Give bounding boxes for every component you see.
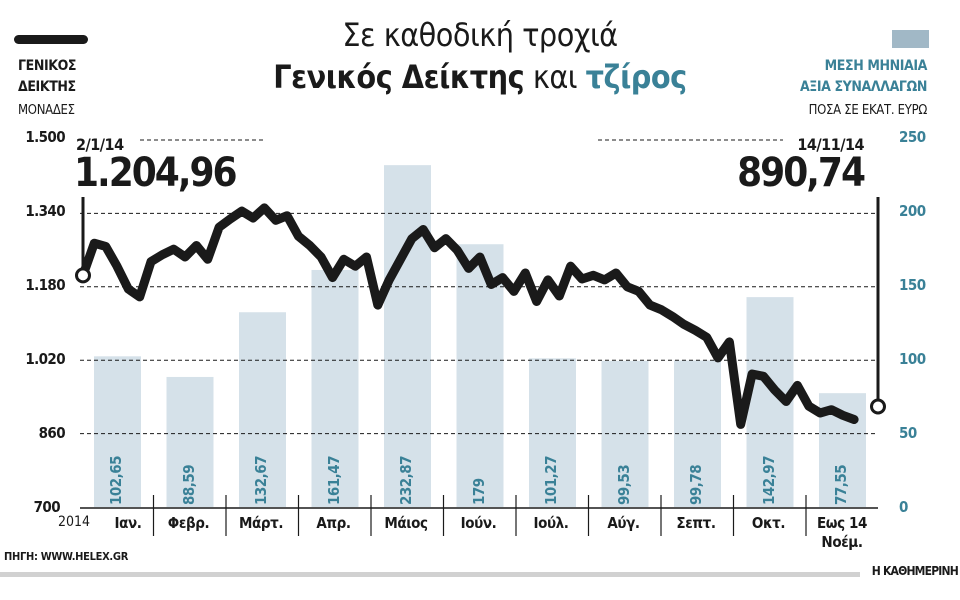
- month-label: Φεβρ.: [167, 514, 210, 532]
- source-note: ΠΗΓΗ: WWW.HELEX.GR: [4, 550, 129, 563]
- right-legend-line1: ΜΕΣΗ ΜΗΝΙΑΙΑ: [824, 58, 928, 74]
- month-label: Μάρτ.: [238, 514, 284, 532]
- ytick-right-3: 150: [899, 276, 926, 294]
- bar-value-label: 132,67: [252, 455, 270, 505]
- ytick-left-2: 1.020: [25, 350, 65, 368]
- bar-series: [94, 165, 866, 507]
- start-date: 2/1/14: [76, 135, 124, 154]
- publisher-brand: Η ΚΑΘΗΜΕΡΙΝΗ: [871, 564, 959, 578]
- bar-legend-swatch: [892, 30, 929, 48]
- end-marker: [870, 398, 886, 415]
- bar-3: [311, 269, 359, 507]
- bar-value-label: 161,47: [324, 455, 343, 505]
- bar-2: [239, 312, 286, 507]
- x-axis: [80, 495, 878, 536]
- line-legend-swatch: [14, 35, 88, 44]
- month-label: Ιούλ.: [533, 514, 569, 532]
- right-axis-unit: ΠΟΣΑ ΣΕ ΕΚΑΤ. ΕΥΡΩ: [808, 103, 928, 118]
- left-legend-line2: ΔΕΙΚΤΗΣ: [18, 79, 76, 95]
- ytick-left-0: 700: [33, 498, 61, 516]
- chart-title: Σε καθοδική τροχιά: [342, 16, 618, 54]
- month-label: Απρ.: [316, 514, 351, 532]
- bar-5: [456, 244, 504, 507]
- start-value: 1.204,96: [74, 150, 238, 196]
- bar-4: [384, 165, 431, 507]
- bar-0: [94, 356, 141, 507]
- subtitle-turnover: τζίρος: [585, 58, 688, 96]
- right-legend: ΜΕΣΗ ΜΗΝΙΑΙΑ ΑΞΙΑ ΣΥΝΑΛΛΑΓΩΝ: [800, 56, 927, 98]
- bar-value-label: 99,78: [687, 464, 705, 505]
- ytick-left-4: 1.340: [25, 202, 65, 220]
- subtitle-index: Γενικός Δείκτης: [273, 58, 525, 96]
- right-legend-line2: ΑΞΙΑ ΣΥΝΑΛΛΑΓΩΝ: [799, 79, 927, 95]
- left-legend: ΓΕΝΙΚΟΣ ΔΕΙΚΤΗΣ: [18, 56, 77, 98]
- subtitle-and: και: [524, 58, 586, 96]
- bar-value-label: 77,55: [832, 464, 850, 505]
- ytick-left-5: 1.500: [25, 128, 65, 146]
- footer-divider: [0, 572, 860, 577]
- gridlines: [80, 139, 878, 435]
- month-label: Σεπτ.: [676, 514, 716, 532]
- ytick-right-4: 200: [899, 202, 926, 220]
- bar-value-label: 101,27: [542, 455, 560, 505]
- month-label: Μάιος: [384, 514, 428, 532]
- bar-value-label: 88,59: [179, 464, 198, 505]
- bar-1: [166, 376, 214, 507]
- left-axis-unit: ΜΟΝΑΔΕΣ: [18, 103, 75, 118]
- ytick-right-5: 250: [899, 128, 926, 146]
- ytick-left-1: 860: [38, 424, 66, 442]
- ytick-right-2: 100: [899, 350, 926, 368]
- month-label: Ιαν.: [114, 514, 142, 532]
- chart-subtitle: Γενικός Δείκτης και τζίρος: [0, 58, 960, 96]
- month-label: Εως 14 Νοέμ.: [816, 514, 868, 551]
- bar-6: [529, 358, 576, 507]
- bar-value-label: 102,65: [107, 455, 125, 505]
- ytick-right-0: 0: [899, 498, 908, 516]
- ytick-right-1: 50: [899, 424, 917, 442]
- x-axis-year: 2014: [58, 514, 91, 530]
- endpoint-markers: [75, 267, 886, 415]
- bar-value-label: 99,53: [614, 464, 633, 505]
- start-marker: [75, 267, 91, 284]
- month-label: Αύγ.: [607, 514, 640, 532]
- end-value: 890,74: [737, 150, 866, 196]
- month-label: Ιούν.: [460, 514, 497, 532]
- bar-value-label: 142,97: [759, 455, 778, 505]
- ytick-left-3: 1.180: [25, 276, 65, 294]
- end-date: 14/11/14: [797, 135, 864, 154]
- left-legend-line1: ΓΕΝΙΚΟΣ: [18, 58, 77, 74]
- month-label: Οκτ.: [751, 514, 786, 532]
- bar-value-label: 179: [469, 478, 488, 505]
- index-line: [78, 203, 859, 429]
- bar-value-label: 232,87: [397, 455, 415, 505]
